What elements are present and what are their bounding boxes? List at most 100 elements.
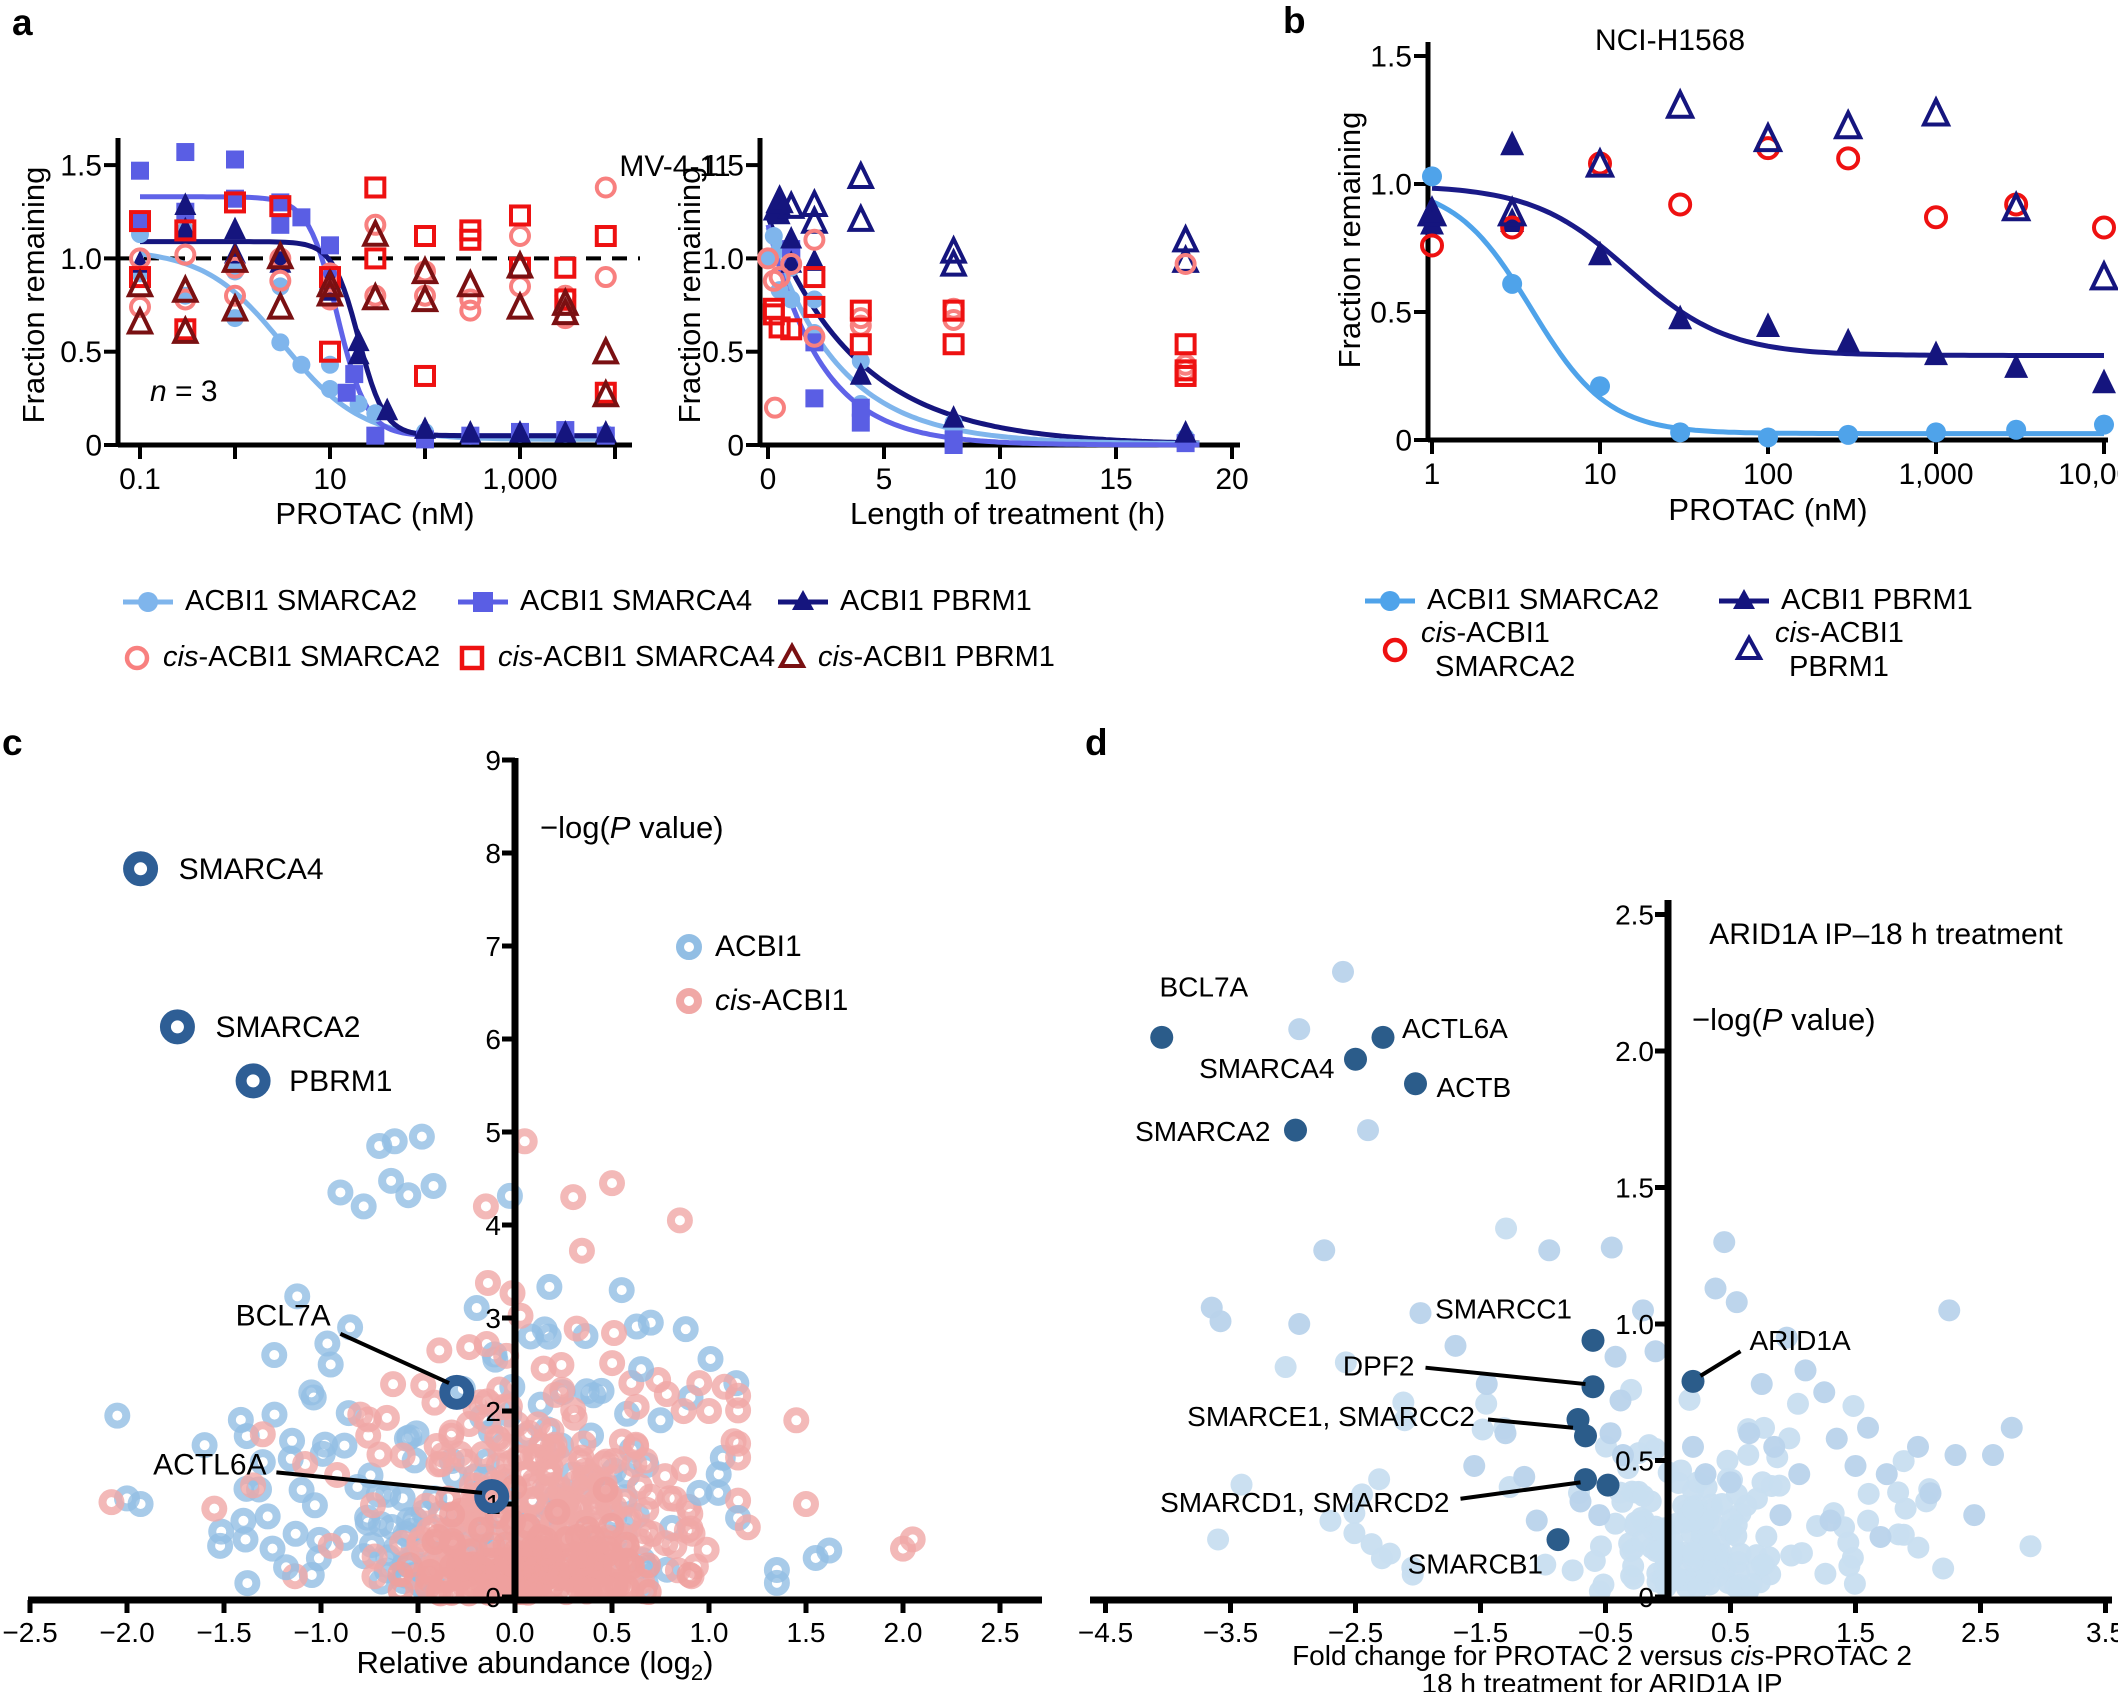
svg-text:5: 5 — [876, 463, 893, 496]
panel-letter-b: b — [1283, 0, 1306, 41]
note-n: n — [150, 375, 167, 408]
svg-text:1.5: 1.5 — [702, 150, 744, 183]
legend-label: ACBI1 SMARCA2 — [185, 585, 418, 617]
svg-text:10: 10 — [983, 463, 1016, 496]
legend-label: cis-ACBI1 SMARCA2 — [1421, 617, 1576, 683]
open-square-marker-icon — [455, 642, 489, 674]
svg-text:0.5: 0.5 — [60, 336, 102, 369]
panel-a-right-y-axis-label: Fraction remaining — [672, 166, 707, 424]
svg-text:10: 10 — [1583, 458, 1616, 491]
panel-a-left-y-axis-label: Fraction remaining — [16, 166, 51, 424]
svg-text:15: 15 — [1099, 463, 1132, 496]
open-circle-marker-icon — [1378, 634, 1412, 666]
svg-text:9: 9 — [485, 745, 501, 776]
svg-text:SMARCB1: SMARCB1 — [1408, 1549, 1543, 1580]
open-triangle-marker-icon — [775, 641, 809, 674]
svg-text:1.0: 1.0 — [702, 243, 744, 276]
svg-text:SMARCA4: SMARCA4 — [179, 853, 324, 886]
svg-text:2.0: 2.0 — [884, 1617, 923, 1648]
panel-b-x-axis-label: PROTAC (nM) — [1668, 492, 1868, 527]
svg-text:1: 1 — [1424, 458, 1441, 491]
triangle-marker-icon — [775, 586, 831, 618]
svg-text:1.5: 1.5 — [1836, 1617, 1875, 1648]
svg-text:2.5: 2.5 — [1961, 1617, 2000, 1648]
legend-item-b-cis-acbi1-pbrm1: cis-ACBI1 PBRM1 — [1732, 616, 1904, 684]
svg-text:SMARCE1, SMARCC2: SMARCE1, SMARCC2 — [1187, 1401, 1475, 1432]
svg-text:0.5: 0.5 — [1615, 1445, 1654, 1476]
panel-d-y-axis-label: −log(P value) — [1692, 1002, 1876, 1037]
panel-a-left-x-axis-label: PROTAC (nM) — [275, 496, 475, 531]
svg-text:−1.5: −1.5 — [1453, 1617, 1508, 1648]
svg-text:0.5: 0.5 — [1711, 1617, 1750, 1648]
svg-text:2.5: 2.5 — [1615, 899, 1654, 930]
svg-text:0: 0 — [1638, 1582, 1654, 1613]
svg-text:−3.5: −3.5 — [1203, 1617, 1258, 1648]
panel-d-x-axis-label-line2: 18 h treatment for ARID1A IP — [1421, 1668, 1783, 1692]
svg-text:−0.5: −0.5 — [1578, 1617, 1633, 1648]
legend-label: cis-ACBI1 SMARCA2 — [163, 641, 441, 673]
svg-text:0.1: 0.1 — [119, 463, 161, 496]
replicate-note: n = 3 — [150, 375, 218, 409]
svg-text:1,000: 1,000 — [482, 463, 557, 496]
legend-item-b-cis-acbi1-smarca2: cis-ACBI1 SMARCA2 — [1378, 616, 1575, 684]
circle-marker-icon — [120, 586, 176, 618]
legend-item-cis-acbi1-smarca4: cis-ACBI1 SMARCA4 — [455, 641, 775, 674]
svg-text:8: 8 — [485, 838, 501, 869]
svg-text:PBRM1: PBRM1 — [289, 1065, 392, 1098]
svg-text:1.0: 1.0 — [1370, 169, 1412, 202]
svg-text:2.5: 2.5 — [981, 1617, 1020, 1648]
legend-label: ACBI1 SMARCA2 — [1427, 584, 1660, 616]
triangle-marker-icon — [1716, 585, 1772, 617]
svg-text:2: 2 — [485, 1396, 501, 1427]
panel-letter-c: c — [2, 722, 23, 763]
svg-text:1.5: 1.5 — [787, 1617, 826, 1648]
svg-text:20: 20 — [1215, 463, 1248, 496]
panel-b-title: NCI-H1568 — [1594, 24, 1746, 57]
svg-text:1.5: 1.5 — [60, 150, 102, 183]
svg-text:0: 0 — [727, 430, 744, 463]
svg-text:0.5: 0.5 — [1370, 297, 1412, 330]
svg-text:2.0: 2.0 — [1615, 1036, 1654, 1067]
open-circle-marker-icon — [120, 642, 154, 674]
legend-item-c-acbi1: ACBI1 — [672, 930, 802, 964]
svg-text:SMARCD1, SMARCD2: SMARCD1, SMARCD2 — [1160, 1487, 1449, 1518]
svg-text:1.5: 1.5 — [1615, 1172, 1654, 1203]
svg-text:1.0: 1.0 — [690, 1617, 729, 1648]
legend-item-cis-acbi1-smarca2: cis-ACBI1 SMARCA2 — [120, 641, 440, 674]
legend-item-cis-acbi1-pbrm1: cis-ACBI1 PBRM1 — [775, 641, 1055, 674]
svg-text:−2.5: −2.5 — [1328, 1617, 1383, 1648]
svg-text:3.5: 3.5 — [2086, 1617, 2118, 1648]
svg-text:100: 100 — [1743, 458, 1793, 491]
svg-text:BCL7A: BCL7A — [236, 1299, 331, 1332]
svg-text:BCL7A: BCL7A — [1160, 971, 1249, 1002]
legend-label: ACBI1 PBRM1 — [1781, 584, 1973, 616]
panel-c-x-axis-label: Relative abundance (log2) — [356, 1645, 714, 1686]
svg-text:SMARCA2: SMARCA2 — [1135, 1116, 1270, 1147]
svg-text:1,000: 1,000 — [1898, 458, 1973, 491]
legend-label: cis-ACBI1 — [715, 984, 849, 1017]
panel-d-x-axis-label-line1: Fold change for PROTAC 2 versus cis-PROT… — [1292, 1640, 1912, 1671]
svg-text:6: 6 — [485, 1024, 501, 1055]
svg-text:ACTB: ACTB — [1437, 1072, 1512, 1103]
svg-text:SMARCA4: SMARCA4 — [1199, 1053, 1334, 1084]
ring-marker-icon — [672, 931, 706, 963]
svg-text:−2.5: −2.5 — [2, 1617, 57, 1648]
svg-text:0.5: 0.5 — [593, 1617, 632, 1648]
panel-letter-a: a — [12, 2, 33, 43]
panel-b-y-axis-label: Fraction remaining — [1332, 111, 1367, 369]
ring-marker-icon — [672, 985, 706, 1017]
svg-text:DPF2: DPF2 — [1343, 1351, 1415, 1382]
svg-text:−2.0: −2.0 — [99, 1617, 154, 1648]
svg-text:−0.5: −0.5 — [390, 1617, 445, 1648]
legend-item-b-acbi1-pbrm1: ACBI1 PBRM1 — [1716, 584, 1973, 617]
legend-item-acbi1-smarca2: ACBI1 SMARCA2 — [120, 585, 417, 618]
svg-text:0: 0 — [485, 1582, 501, 1613]
circle-marker-icon — [1362, 585, 1418, 617]
svg-text:0.5: 0.5 — [702, 336, 744, 369]
legend-label: cis-ACBI1 SMARCA4 — [498, 641, 776, 673]
svg-text:ACTL6A: ACTL6A — [1402, 1013, 1508, 1044]
svg-text:−4.5: −4.5 — [1078, 1617, 1133, 1648]
legend-label: cis-ACBI1 PBRM1 — [818, 641, 1055, 673]
